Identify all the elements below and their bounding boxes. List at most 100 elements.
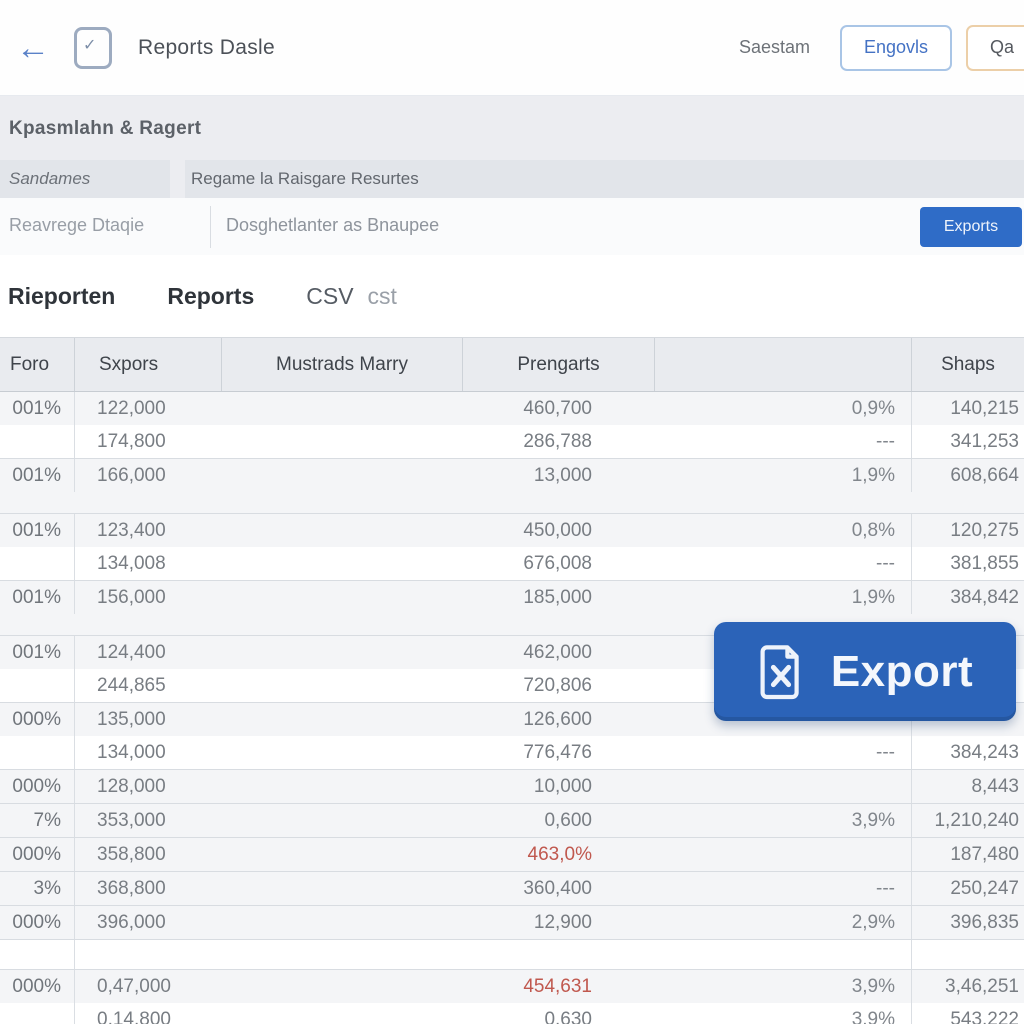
cell-pct: 001% [0,514,75,547]
cell-blank [222,1003,463,1024]
cell-shaps: 120,275 [950,520,1019,541]
top-bar: ← Reports Dasle Saestam Engovls Qa [0,0,1024,96]
cell-shaps: 1,210,240 [934,810,1019,831]
outline-export-button[interactable]: Engovls [840,24,952,71]
table-row: 001% 166,000 13,000 1,9% 608,664 [0,459,1024,513]
table-row-group: 000% 358,800 463,0% 187,480 [0,838,1024,872]
table-row: 244,865 720,806 [0,669,1024,702]
cell-shaps: 384,243 [950,742,1019,763]
column-header-shaps: Shaps [941,353,995,375]
cell-sxpors: 244,865 [97,675,166,696]
cell-blank [222,736,463,769]
cell-pct: 000% [0,970,75,1003]
cell-rate: 3,9% [655,804,912,837]
cell-shaps: 341,253 [950,431,1019,452]
cell-prengarts: 10,000 [533,776,592,797]
cell-prengarts: 360,400 [523,878,592,899]
cell-sxpors: 353,000 [97,810,166,831]
table-row-group: 000% 0,47,000 454,631 3,9% 3,46,251 0,14,800 0… [0,970,1024,1024]
tab-cst[interactable]: cst [367,282,397,309]
cell-rate [655,770,912,803]
export-overlay-button[interactable]: Export [714,622,1016,721]
cell-rate: 3,9% [655,1003,912,1024]
cell-sxpors: 135,000 [97,709,166,730]
table-row: 001% 122,000 460,700 0,9% 140,215 [0,392,1024,425]
orange-button[interactable]: Qa [966,24,1024,71]
cell-shaps: 8,443 [971,776,1019,797]
cell-blank [222,838,463,871]
cell-rate [655,838,912,871]
cell-pct: 000% [0,838,75,871]
cell-prengarts: 450,000 [523,520,592,541]
cell-shaps: 608,664 [950,465,1019,486]
table-row-group: 7% 353,000 0,600 3,9% 1,210,240 [0,804,1024,838]
cell-rate: --- [655,547,912,580]
empty-cell [912,940,1024,969]
cell-sxpors: 396,000 [97,912,166,933]
cell-sxpors: 134,000 [97,742,166,763]
cell-rate: 0,9% [655,392,912,425]
cell-pct: 001% [0,459,75,492]
cell-sxpors: 134,008 [97,553,166,574]
cell-blank [222,770,463,803]
cell-sxpors: 358,800 [97,844,166,865]
filter-labels-row: Sandames Regame la Raisgare Resurtes [0,160,1024,198]
cell-pct [0,669,75,702]
filter-values-row: Reavrege Dtaqie Dosghetlanter as Bnaupee… [0,198,1024,255]
reports-table: Foro Sxpors Mustrads Marry Prengarts Shaps 0… [0,337,1024,1024]
cell-prengarts: 0,630 [544,1009,592,1024]
cell-rate: 1,9% [655,459,912,492]
filter-label-right: Regame la Raisgare Resurtes [185,160,1024,198]
cell-prengarts: 126,600 [523,709,592,730]
cell-prengarts: 720,806 [523,675,592,696]
cell-shaps: 250,247 [950,878,1019,899]
cell-blank [222,392,463,425]
cell-shaps: 187,480 [950,844,1019,865]
cell-shaps: 381,855 [950,553,1019,574]
table-row: 174,800 286,788 --- 341,253 [0,425,1024,458]
cell-pct [0,547,75,580]
cell-prengarts: 0,600 [544,810,592,831]
empty-cell [0,940,75,969]
cell-blank [222,581,463,614]
cell-prengarts: 463,0% [527,844,592,865]
page-title: Reports Dasle [138,35,275,59]
cell-sxpors: 174,800 [97,431,166,452]
table-row-group: 001% 122,000 460,700 0,9% 140,215 174,800 286,… [0,392,1024,459]
cell-prengarts: 185,000 [523,587,592,608]
cell-prengarts: 13,000 [533,465,592,486]
tab-bar: Rieporten Reports CSV cst [0,255,1024,337]
cell-sxpors: 0,47,000 [97,976,171,997]
task-checkbox-icon [74,26,112,69]
cell-blank [222,547,463,580]
cell-prengarts: 776,476 [523,742,592,763]
cell-rate: --- [655,736,912,769]
cell-blank [222,636,463,669]
tab-reports[interactable]: Reports [167,282,255,309]
tab-rieporten[interactable]: Rieporten [8,282,116,309]
filter-divider [210,206,211,248]
cell-sxpors: 166,000 [97,465,166,486]
filter-panel-title: Kpasmlahn & Ragert [9,118,202,139]
cell-shaps: 384,842 [950,587,1019,608]
cell-pct [0,736,75,769]
filter-label-left: Sandames [0,160,170,198]
cell-rate: 2,9% [655,906,912,939]
table-row-group: 3% 368,800 360,400 --- 250,247 [0,872,1024,906]
table-row: 0,14,800 0,630 3,9% 543,222 [0,1003,1024,1024]
table-row: 3% 368,800 360,400 --- 250,247 [0,872,1024,905]
cell-prengarts: 286,788 [523,431,592,452]
column-header-blank [655,338,912,391]
cell-sxpors: 0,14,800 [97,1009,171,1024]
cell-blank [222,872,463,905]
cell-prengarts: 12,900 [533,912,592,933]
cell-prengarts: 454,631 [523,976,592,997]
topbar-session-text: Saestam [738,37,810,57]
table-header-row: Foro Sxpors Mustrads Marry Prengarts Shaps [0,337,1024,392]
export-overlay-label: Export [830,646,974,696]
table-row: 134,000 776,476 --- 384,243 [0,736,1024,769]
back-arrow-icon[interactable]: ← [16,28,50,67]
column-header-mustrads-marry: Mustrads Marry [222,338,463,391]
tab-csv[interactable]: CSV [306,282,354,309]
exports-button[interactable]: Exports [920,207,1022,247]
